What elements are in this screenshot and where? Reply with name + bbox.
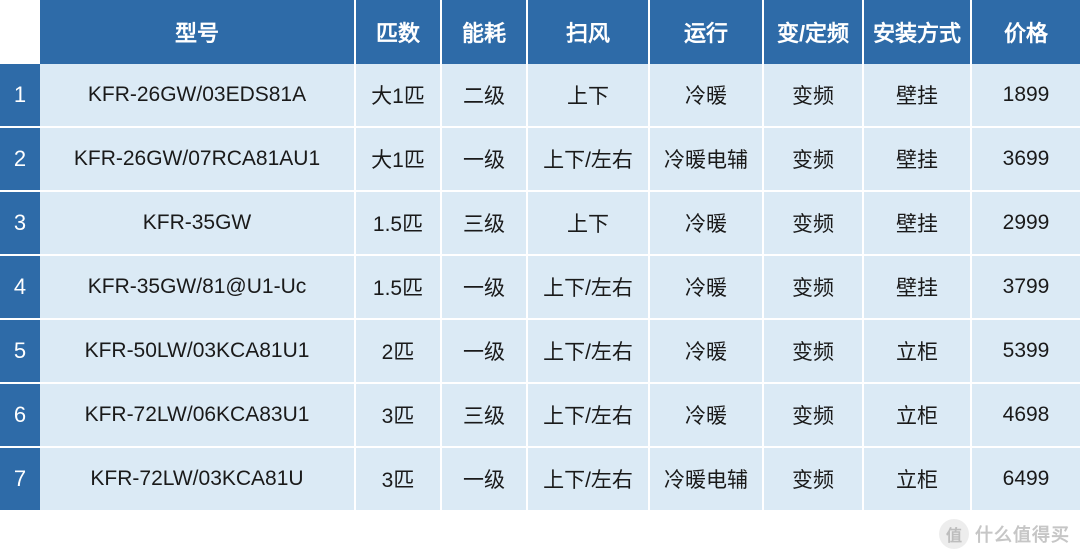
cell-model: KFR-35GW: [40, 192, 356, 256]
cell-mode: 冷暖电辅: [650, 128, 764, 192]
cell-hp: 3匹: [356, 384, 442, 448]
cell-install: 立柜: [864, 448, 972, 512]
rownum-cell: 3: [0, 192, 40, 256]
cell-freq: 变频: [764, 448, 864, 512]
cell-price: 3699: [972, 128, 1080, 192]
cell-energy: 二级: [442, 64, 528, 128]
cell-freq: 变频: [764, 192, 864, 256]
cell-price: 3799: [972, 256, 1080, 320]
cell-swing: 上下/左右: [528, 384, 650, 448]
table-row: 5 KFR-50LW/03KCA81U1 2匹 一级 上下/左右 冷暖 变频 立…: [0, 320, 1080, 384]
cell-swing: 上下/左右: [528, 320, 650, 384]
cell-energy: 一级: [442, 128, 528, 192]
cell-swing: 上下/左右: [528, 256, 650, 320]
cell-mode: 冷暖: [650, 320, 764, 384]
col-header-model: 型号: [40, 0, 356, 64]
rownum-cell: 1: [0, 64, 40, 128]
cell-price: 5399: [972, 320, 1080, 384]
cell-swing: 上下/左右: [528, 128, 650, 192]
rownum-header-blank: [0, 0, 40, 64]
table-row: 4 KFR-35GW/81@U1-Uc 1.5匹 一级 上下/左右 冷暖 变频 …: [0, 256, 1080, 320]
cell-energy: 三级: [442, 384, 528, 448]
col-header-freq: 变/定频: [764, 0, 864, 64]
cell-model: KFR-72LW/03KCA81U: [40, 448, 356, 512]
cell-hp: 1.5匹: [356, 256, 442, 320]
cell-model: KFR-72LW/06KCA83U1: [40, 384, 356, 448]
cell-freq: 变频: [764, 64, 864, 128]
cell-energy: 一级: [442, 448, 528, 512]
table-row: 3 KFR-35GW 1.5匹 三级 上下 冷暖 变频 壁挂 2999: [0, 192, 1080, 256]
cell-swing: 上下: [528, 64, 650, 128]
cell-hp: 大1匹: [356, 64, 442, 128]
cell-freq: 变频: [764, 128, 864, 192]
cell-price: 4698: [972, 384, 1080, 448]
cell-model: KFR-26GW/07RCA81AU1: [40, 128, 356, 192]
cell-install: 壁挂: [864, 192, 972, 256]
table-row: 6 KFR-72LW/06KCA83U1 3匹 三级 上下/左右 冷暖 变频 立…: [0, 384, 1080, 448]
watermark-badge-icon: 值: [939, 519, 969, 549]
cell-energy: 一级: [442, 320, 528, 384]
cell-model: KFR-35GW/81@U1-Uc: [40, 256, 356, 320]
rownum-cell: 7: [0, 448, 40, 512]
col-header-hp: 匹数: [356, 0, 442, 64]
rownum-cell: 5: [0, 320, 40, 384]
cell-swing: 上下/左右: [528, 448, 650, 512]
cell-price: 6499: [972, 448, 1080, 512]
cell-energy: 一级: [442, 256, 528, 320]
cell-freq: 变频: [764, 320, 864, 384]
col-header-mode: 运行: [650, 0, 764, 64]
ac-comparison-table: 型号 匹数 能耗 扫风 运行 变/定频 安装方式 价格 1 KFR-26GW/0…: [0, 0, 1080, 512]
cell-price: 1899: [972, 64, 1080, 128]
cell-hp: 3匹: [356, 448, 442, 512]
cell-price: 2999: [972, 192, 1080, 256]
table-row: 2 KFR-26GW/07RCA81AU1 大1匹 一级 上下/左右 冷暖电辅 …: [0, 128, 1080, 192]
cell-hp: 大1匹: [356, 128, 442, 192]
table-header-row: 型号 匹数 能耗 扫风 运行 变/定频 安装方式 价格: [0, 0, 1080, 64]
watermark: 值 什么值得买: [939, 519, 1070, 549]
cell-hp: 1.5匹: [356, 192, 442, 256]
col-header-swing: 扫风: [528, 0, 650, 64]
table-row: 7 KFR-72LW/03KCA81U 3匹 一级 上下/左右 冷暖电辅 变频 …: [0, 448, 1080, 512]
table-row: 1 KFR-26GW/03EDS81A 大1匹 二级 上下 冷暖 变频 壁挂 1…: [0, 64, 1080, 128]
cell-mode: 冷暖: [650, 192, 764, 256]
cell-install: 立柜: [864, 320, 972, 384]
cell-energy: 三级: [442, 192, 528, 256]
rownum-cell: 2: [0, 128, 40, 192]
col-header-price: 价格: [972, 0, 1080, 64]
rownum-cell: 4: [0, 256, 40, 320]
cell-mode: 冷暖: [650, 256, 764, 320]
rownum-cell: 6: [0, 384, 40, 448]
col-header-energy: 能耗: [442, 0, 528, 64]
cell-freq: 变频: [764, 256, 864, 320]
cell-hp: 2匹: [356, 320, 442, 384]
cell-install: 壁挂: [864, 64, 972, 128]
cell-model: KFR-26GW/03EDS81A: [40, 64, 356, 128]
cell-freq: 变频: [764, 384, 864, 448]
cell-install: 壁挂: [864, 256, 972, 320]
cell-install: 壁挂: [864, 128, 972, 192]
col-header-install: 安装方式: [864, 0, 972, 64]
watermark-text: 什么值得买: [975, 521, 1070, 547]
cell-model: KFR-50LW/03KCA81U1: [40, 320, 356, 384]
cell-mode: 冷暖电辅: [650, 448, 764, 512]
cell-mode: 冷暖: [650, 384, 764, 448]
cell-mode: 冷暖: [650, 64, 764, 128]
cell-install: 立柜: [864, 384, 972, 448]
cell-swing: 上下: [528, 192, 650, 256]
